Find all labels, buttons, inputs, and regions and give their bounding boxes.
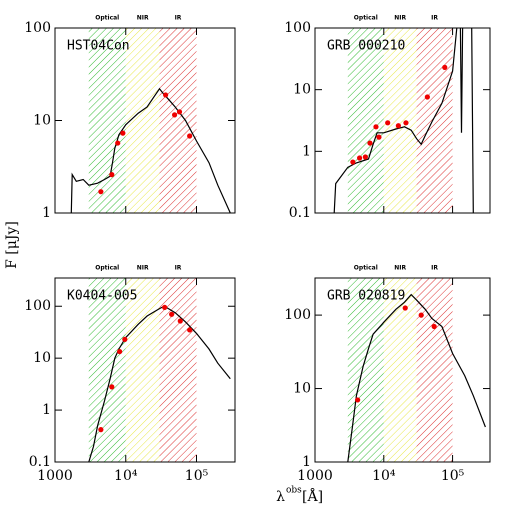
data-point <box>355 397 361 403</box>
band-label: NIR <box>137 15 149 22</box>
data-point <box>117 348 123 355</box>
model-line <box>333 28 474 213</box>
data-point <box>169 311 175 317</box>
band <box>383 278 417 462</box>
y-tick-label: 1 <box>302 454 311 470</box>
data-point <box>385 120 391 126</box>
y-tick-label: 1 <box>42 205 51 221</box>
panel-label: GRB 000210 <box>327 39 405 54</box>
data-point <box>431 323 437 330</box>
data-point <box>403 120 409 126</box>
data-point <box>442 64 448 70</box>
plot-area <box>347 293 486 462</box>
x-tick-label: 10⁵ <box>185 468 209 484</box>
band <box>125 28 160 213</box>
band <box>383 28 417 213</box>
band-label: Optical <box>95 265 119 272</box>
x-axis-symbol: λ <box>276 489 285 505</box>
band <box>347 278 384 462</box>
data-point <box>109 172 115 178</box>
band-label: Optical <box>354 15 378 22</box>
x-tick-label: 1000 <box>297 468 333 484</box>
data-point <box>367 140 373 146</box>
y-axis-label: F [μJy] <box>4 221 20 269</box>
data-point <box>162 304 168 311</box>
y-tick-label: 10 <box>33 113 51 129</box>
x-tick-label: 10⁴ <box>372 468 396 484</box>
plot-area <box>88 304 231 462</box>
band-label: NIR <box>394 15 406 22</box>
data-point <box>122 336 128 342</box>
data-point <box>356 155 363 161</box>
band <box>347 28 384 213</box>
band-label: Optical <box>95 15 119 22</box>
band <box>125 278 160 462</box>
y-tick-label: 100 <box>24 298 51 314</box>
model-line <box>88 305 231 462</box>
y-tick-label: 100 <box>284 20 311 36</box>
band-label: Optical <box>354 265 378 272</box>
band <box>88 278 126 462</box>
model-line <box>347 293 486 462</box>
y-tick-label: 0.1 <box>29 454 51 470</box>
data-point <box>163 92 169 98</box>
y-tick-label: 0.1 <box>289 205 311 221</box>
data-point <box>171 112 178 118</box>
data-point <box>115 140 121 146</box>
band-label: IR <box>175 15 182 22</box>
band-label: NIR <box>137 265 149 272</box>
y-tick-label: 100 <box>284 307 311 323</box>
data-point <box>350 159 356 165</box>
model-line <box>70 87 231 213</box>
band <box>416 278 453 462</box>
y-tick-label: 10 <box>293 82 311 98</box>
panel-label: HST04Con <box>67 39 130 54</box>
data-point <box>177 318 183 324</box>
data-point <box>362 154 368 160</box>
data-point <box>402 305 408 311</box>
data-point <box>373 124 379 130</box>
y-tick-label: 10 <box>33 350 51 366</box>
band <box>159 28 197 213</box>
x-tick-label: 10⁴ <box>114 468 138 484</box>
band-label: NIR <box>394 265 406 272</box>
x-axis-sup: obs <box>286 486 302 496</box>
data-point <box>120 130 126 136</box>
data-point <box>424 94 430 100</box>
plot-frame <box>314 27 491 214</box>
data-point <box>98 189 104 195</box>
data-point <box>176 109 183 115</box>
band <box>416 28 453 213</box>
x-axis-unit: [Å] <box>302 487 323 505</box>
data-point <box>395 123 401 129</box>
data-point <box>187 327 193 333</box>
data-point <box>418 312 424 318</box>
band-label: IR <box>431 15 438 22</box>
y-tick-label: 1 <box>302 143 311 159</box>
data-point <box>376 134 382 140</box>
plot-frame <box>314 277 491 463</box>
plot-frame <box>54 277 236 463</box>
y-tick-label: 10 <box>293 381 311 397</box>
data-point <box>98 427 104 433</box>
y-tick-label: 1 <box>42 402 51 418</box>
x-tick-label: 1000 <box>37 468 73 484</box>
band-label: IR <box>175 265 182 272</box>
plot-area <box>333 28 474 213</box>
data-point <box>109 384 115 390</box>
data-point <box>187 133 193 139</box>
band-label: IR <box>431 265 438 272</box>
band <box>88 28 126 213</box>
panel-label: K0404-005 <box>67 289 137 304</box>
y-tick-label: 100 <box>24 20 51 36</box>
plot-area <box>70 87 231 213</box>
panel-label: GRB 020819 <box>327 289 405 304</box>
x-tick-label: 10⁵ <box>441 468 465 484</box>
